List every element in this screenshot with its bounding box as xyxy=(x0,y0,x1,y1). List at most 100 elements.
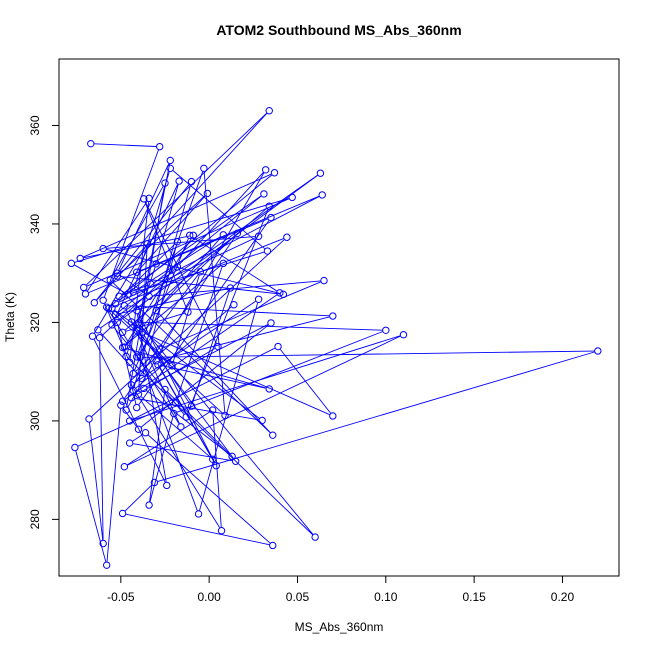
series-segment xyxy=(125,238,192,345)
series-segment xyxy=(132,387,221,528)
data-point xyxy=(217,527,226,535)
data-point xyxy=(111,310,120,319)
data-point xyxy=(145,194,153,203)
data-point xyxy=(214,342,222,351)
series-segment xyxy=(103,149,159,298)
data-point xyxy=(104,304,113,313)
series-segment xyxy=(147,434,271,544)
series-segment xyxy=(279,349,331,414)
data-point xyxy=(200,164,208,173)
series-segment xyxy=(112,282,271,434)
data-point xyxy=(108,304,116,312)
data-point xyxy=(283,233,291,241)
y-axis-label: Theta (K) xyxy=(3,292,17,342)
data-point xyxy=(88,332,97,340)
data-point xyxy=(184,308,192,316)
data-point xyxy=(124,290,132,299)
y-tick-label: 320 xyxy=(28,312,42,332)
series-segment xyxy=(172,170,266,250)
data-point xyxy=(276,289,284,297)
series-segment xyxy=(86,112,267,286)
data-point xyxy=(155,345,164,353)
series-segment xyxy=(114,309,260,419)
y-tick-label: 300 xyxy=(28,411,42,431)
data-point xyxy=(152,260,160,268)
series-segment xyxy=(86,198,290,287)
x-tick-label: 0.15 xyxy=(462,590,486,604)
data-point xyxy=(118,509,127,518)
series-segment xyxy=(119,195,206,275)
data-point xyxy=(189,231,197,239)
data-point xyxy=(161,385,169,394)
series-segment xyxy=(143,350,595,358)
data-point xyxy=(71,443,79,452)
data-point xyxy=(208,455,217,464)
series-segment xyxy=(177,331,383,413)
data-point xyxy=(166,164,174,173)
y-axis: 280 300 320 340 360 xyxy=(28,115,60,529)
series-segment xyxy=(126,513,270,546)
data-point xyxy=(143,239,152,248)
chart-title: ATOM2 Southbound MS_Abs_360nm xyxy=(216,22,461,38)
series-segment xyxy=(125,265,221,346)
series-segment xyxy=(145,333,330,415)
data-point xyxy=(166,156,174,165)
series-segment xyxy=(127,335,401,466)
data-point xyxy=(99,539,107,548)
data-point xyxy=(221,411,229,420)
series-segment xyxy=(117,325,137,405)
data-point xyxy=(133,306,141,315)
series-segment xyxy=(122,284,148,296)
x-tick-label: 0.05 xyxy=(286,590,310,604)
data-point xyxy=(263,247,272,255)
series-segment xyxy=(133,324,234,459)
data-point xyxy=(329,312,337,320)
data-point xyxy=(133,268,141,276)
data-point xyxy=(230,300,238,309)
data-point xyxy=(150,478,159,487)
data-point xyxy=(147,280,155,288)
series-segment xyxy=(99,341,104,540)
data-point xyxy=(67,259,76,268)
data-point xyxy=(90,299,99,307)
x-axis: -0.05 0.00 0.05 0.10 0.15 0.20 xyxy=(107,575,575,604)
data-point xyxy=(173,237,182,246)
data-point xyxy=(171,398,180,407)
data-point xyxy=(265,107,273,115)
data-point xyxy=(329,412,337,420)
series-points xyxy=(67,107,602,569)
data-point xyxy=(269,431,277,439)
data-point xyxy=(120,462,129,471)
data-point xyxy=(76,254,84,263)
series-segment xyxy=(121,195,262,295)
data-point xyxy=(99,296,107,304)
data-point xyxy=(122,406,130,414)
data-point xyxy=(94,326,102,334)
data-point xyxy=(140,195,148,203)
y-tick-label: 280 xyxy=(28,509,42,529)
data-point xyxy=(118,397,127,405)
data-point xyxy=(95,333,104,342)
y-tick-label: 340 xyxy=(28,214,42,234)
data-point xyxy=(111,300,120,308)
series-segment xyxy=(140,396,211,458)
series-lines xyxy=(74,112,595,562)
data-point xyxy=(127,394,136,402)
data-point xyxy=(219,259,227,268)
series-segment xyxy=(138,274,199,355)
data-point xyxy=(133,353,141,361)
data-point xyxy=(134,319,143,327)
data-point xyxy=(138,374,146,383)
data-point xyxy=(161,179,169,187)
series-segment xyxy=(125,348,266,389)
data-point xyxy=(87,139,95,148)
series-segment xyxy=(192,236,278,292)
data-point xyxy=(99,244,107,253)
x-tick-label: 0.20 xyxy=(551,590,575,604)
x-tick-label: -0.05 xyxy=(107,590,135,604)
series-segment xyxy=(137,171,204,354)
series-segment xyxy=(136,314,167,482)
data-point xyxy=(233,229,242,238)
data-point xyxy=(152,306,160,315)
series-segment xyxy=(96,113,268,301)
